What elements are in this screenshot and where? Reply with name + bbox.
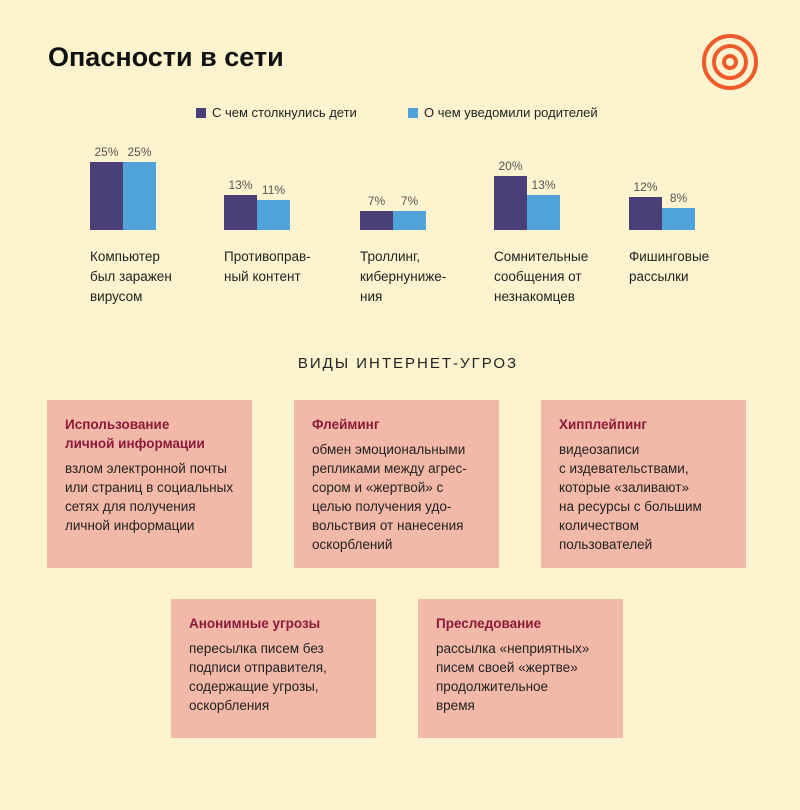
- card-text: обмен эмоциональными репликами между агр…: [312, 442, 467, 552]
- legend-swatch: [408, 108, 418, 118]
- value-label: 11%: [261, 183, 286, 198]
- card-title: Преследование: [436, 616, 542, 631]
- bar: [360, 210, 393, 230]
- category-label: Фишинговые рассылки: [629, 249, 710, 284]
- category-label: Компьютер был заражен вирусом: [90, 249, 172, 304]
- value-label: 7%: [367, 193, 386, 208]
- threat-card: Хипплейпинг видеозаписи с издевательствам…: [541, 400, 746, 568]
- target-icon: [702, 34, 758, 90]
- category-label: Троллинг, кибернуниже- ния: [360, 249, 447, 304]
- threat-card: Использование личной информации взлом эле…: [47, 400, 252, 568]
- section-title: ВИДЫ ИНТЕРНЕТ-УГРОЗ: [297, 355, 519, 372]
- threat-card: Анонимные угрозы пересылка писем без подп…: [171, 599, 376, 738]
- card-title: Использование личной информации: [65, 417, 205, 451]
- value-label: 13%: [228, 177, 253, 192]
- card-text: видеозаписи с издевательствами, которые …: [559, 442, 702, 552]
- card-text: пересылка писем без подписи отправителя,…: [189, 641, 327, 713]
- value-label: 25%: [94, 145, 119, 159]
- value-label: 25%: [127, 145, 152, 159]
- legend-swatch: [196, 108, 206, 118]
- bar: [662, 208, 695, 230]
- legend-label: С чем столкнулись дети: [212, 105, 357, 120]
- value-label: 13%: [531, 177, 556, 192]
- bar: [494, 175, 527, 230]
- bar: [629, 197, 662, 230]
- value-label: 7%: [400, 193, 419, 208]
- value-label: 20%: [498, 158, 523, 173]
- bar: [224, 194, 257, 230]
- bar: [257, 200, 290, 230]
- card-title: Анонимные угрозы: [189, 616, 321, 631]
- bar: [527, 194, 560, 230]
- card-text: взлом электронной почты или страниц в со…: [65, 461, 234, 533]
- category-label: Противоправ- ный контент: [224, 249, 311, 284]
- legend-label: О чем уведомили родителей: [424, 105, 598, 120]
- card-title: Флейминг: [312, 417, 380, 432]
- bar: [393, 210, 426, 230]
- page-title: Опасности в сети: [48, 42, 284, 72]
- value-label: 12%: [633, 180, 658, 195]
- threat-card: Преследование рассылка «неприятных» писем…: [418, 599, 623, 738]
- threat-card: Флейминг обмен эмоциональными репликами м…: [294, 400, 499, 568]
- category-label: Сомнительные сообщения от незнакомцев: [494, 249, 589, 304]
- card-title: Хипплейпинг: [559, 417, 648, 432]
- value-label: 8%: [669, 191, 688, 206]
- bar: [123, 162, 156, 230]
- card-text: рассылка «неприятных» писем своей «жертв…: [436, 641, 590, 713]
- bar: [90, 162, 123, 230]
